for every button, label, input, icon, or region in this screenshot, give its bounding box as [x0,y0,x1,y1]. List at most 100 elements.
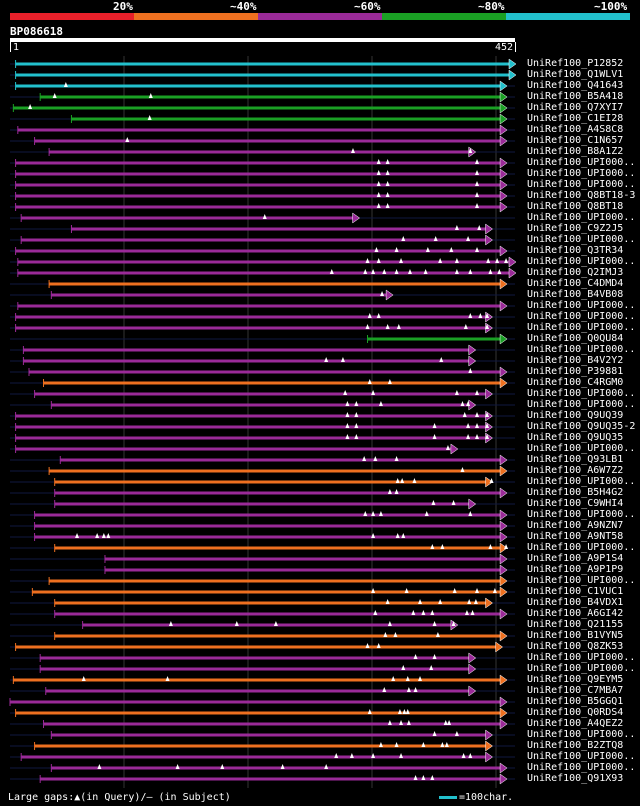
query-gap-marker [378,742,383,747]
query-gap-marker [400,478,405,483]
hit-label[interactable]: UniRef100_UPI000.. [527,399,636,410]
hit-label[interactable]: UniRef100_UPI000.. [527,729,636,740]
hit-label[interactable]: UniRef100_UPI000.. [527,212,636,223]
hit-label[interactable]: UniRef100_P12852 [527,58,624,69]
hit-label[interactable]: UniRef100_UPI000.. [527,509,636,520]
hit-label[interactable]: UniRef100_Q8ZK53 [527,641,624,652]
hit-label[interactable]: UniRef100_C4RGM0 [527,377,624,388]
hit-label[interactable]: UniRef100_B2ZTQ8 [527,740,624,751]
hit-label[interactable]: UniRef100_Q3TR34 [527,245,624,256]
hit-label[interactable]: UniRef100_Q41643 [527,80,624,91]
query-gap-marker [395,478,400,483]
hit-label[interactable]: UniRef100_B5GGQ1 [527,696,624,707]
hit-label[interactable]: UniRef100_UPI000.. [527,322,636,333]
hit-label[interactable]: UniRef100_C1EI28 [527,113,624,124]
hit-label[interactable]: UniRef100_UPI000.. [527,476,636,487]
query-gap-marker [466,236,471,241]
hit-label[interactable]: UniRef100_Q9UQ35 [527,432,624,443]
hit-label[interactable]: UniRef100_A9P1S4 [527,553,624,564]
hit-label[interactable]: UniRef100_UPI000.. [527,762,636,773]
query-gap-marker [495,258,500,263]
hit-arrowhead [499,80,508,92]
query-gap-marker [475,181,480,186]
hit-label[interactable]: UniRef100_UPI000.. [527,256,636,267]
hit-arrowhead [468,399,477,411]
hit-label[interactable]: UniRef100_Q9UQ35-2 [527,421,636,432]
hit-label[interactable]: UniRef100_UPI000.. [527,234,636,245]
hit-label[interactable]: UniRef100_Q93LB1 [527,454,624,465]
hit-label[interactable]: UniRef100_Q7XYI7 [527,102,624,113]
hit-arrowhead [499,553,508,565]
hit-label[interactable]: UniRef100_A9NT58 [527,531,624,542]
query-gap-marker [363,269,368,274]
hit-label[interactable]: UniRef100_UPI000.. [527,388,636,399]
hit-label[interactable]: UniRef100_Q91X93 [527,773,624,784]
hit-label[interactable]: UniRef100_A6W7Z2 [527,465,624,476]
hit-label[interactable]: UniRef100_UPI000.. [527,168,636,179]
hit-label[interactable]: UniRef100_Q8BT18-3 [527,190,636,201]
hit-row [10,399,515,411]
hit-label[interactable]: UniRef100_C9WHI4 [527,498,624,509]
hit-label[interactable]: UniRef100_UPI000.. [527,300,636,311]
hit-label[interactable]: UniRef100_UPI000.. [527,344,636,355]
hit-arrowhead [450,443,459,455]
hit-label[interactable]: UniRef100_UPI000.. [527,157,636,168]
hit-label[interactable]: UniRef100_Q2IMJ3 [527,267,624,278]
hit-label[interactable]: UniRef100_UPI000.. [527,751,636,762]
query-gap-marker [175,764,180,769]
hit-label[interactable]: UniRef100_B5A418 [527,91,624,102]
hit-label[interactable]: UniRef100_C1VUC1 [527,586,624,597]
hit-label[interactable]: UniRef100_Q0RDS4 [527,707,624,718]
hit-label[interactable]: UniRef100_B4V2Y2 [527,355,624,366]
hit-row [10,564,515,576]
query-gap-marker [385,324,390,329]
query-gap-marker [485,324,490,329]
hit-label[interactable]: UniRef100_B8A1Z2 [527,146,624,157]
hit-label[interactable]: UniRef100_UPI000.. [527,311,636,322]
hit-label[interactable]: UniRef100_UPI000.. [527,542,636,553]
query-gap-marker [148,93,153,98]
hit-arrowhead [499,157,508,169]
hit-label[interactable]: UniRef100_Q0QU84 [527,333,624,344]
query-gap-marker [418,676,423,681]
hit-row [10,432,515,444]
query-gap-marker [382,687,387,692]
query-gap-marker [220,764,225,769]
hit-label[interactable]: UniRef100_UPI000.. [527,652,636,663]
hit-label[interactable]: UniRef100_Q8BT18 [527,201,624,212]
hit-label[interactable]: UniRef100_UPI000.. [527,663,636,674]
hit-label[interactable]: UniRef100_P39881 [527,366,624,377]
hit-label[interactable]: UniRef100_C4DMD4 [527,278,624,289]
hit-row [10,190,515,202]
hit-label[interactable]: UniRef100_Q9UQ39 [527,410,624,421]
hit-label[interactable]: UniRef100_C9Z2J5 [527,223,624,234]
hit-label[interactable]: UniRef100_C7MBA7 [527,685,624,696]
query-gap-marker [504,258,509,263]
hit-label[interactable]: UniRef100_A4QEZ2 [527,718,624,729]
hit-label[interactable]: UniRef100_A4S8C8 [527,124,624,135]
hit-label[interactable]: UniRef100_A9P1P9 [527,564,624,575]
hit-label[interactable]: UniRef100_A9NZN7 [527,520,624,531]
hit-label[interactable]: UniRef100_B4VDX1 [527,597,624,608]
hit-label[interactable]: UniRef100_UPI000.. [527,443,636,454]
hit-label[interactable]: UniRef100_C1N657 [527,135,624,146]
hit-label[interactable]: UniRef100_Q21155 [527,619,624,630]
hit-label[interactable]: UniRef100_A6GI42 [527,608,624,619]
hit-arrowhead [499,135,508,147]
query-gap-marker [463,324,468,329]
hit-label[interactable]: UniRef100_UPI000.. [527,179,636,190]
hit-label[interactable]: UniRef100_Q1WLV1 [527,69,624,80]
query-gap-marker [343,390,348,395]
scale-segment-cyan [506,13,630,20]
query-gap-marker [394,489,399,494]
hit-label[interactable]: UniRef100_B4VB08 [527,289,624,300]
hit-row [10,388,515,400]
query-gap-marker [376,203,381,208]
hit-row [10,80,515,92]
hit-label[interactable]: UniRef100_Q9EYM5 [527,674,624,685]
hit-label[interactable]: UniRef100_B5H4G2 [527,487,624,498]
hit-label[interactable]: UniRef100_B1VYN5 [527,630,624,641]
query-gap-marker [371,533,376,538]
hit-label[interactable]: UniRef100_UPI000.. [527,575,636,586]
